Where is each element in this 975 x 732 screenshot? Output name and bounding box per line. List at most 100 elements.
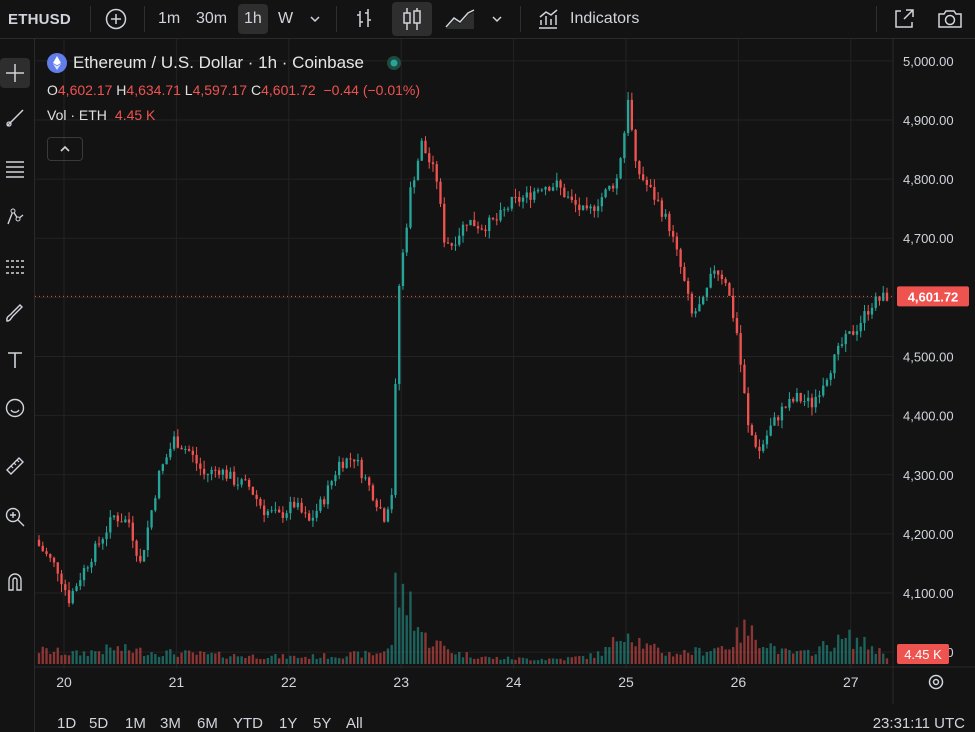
candle-body bbox=[124, 519, 127, 523]
price-tick-label: 5,000.00 bbox=[903, 54, 954, 69]
volume-bar bbox=[292, 655, 296, 664]
series-legend[interactable]: Ethereum / U.S. Dollar · 1h · Coinbase bbox=[47, 53, 402, 73]
toolbar-divider bbox=[90, 6, 91, 32]
volume-bar bbox=[743, 619, 746, 664]
volume-bar bbox=[574, 656, 577, 664]
range-ytd[interactable]: YTD bbox=[233, 715, 263, 732]
candle-body bbox=[593, 206, 596, 211]
interval-1m[interactable]: 1m bbox=[158, 10, 181, 27]
range-3m[interactable]: 3M bbox=[160, 715, 181, 732]
candle-body bbox=[469, 219, 472, 226]
emoji-icon[interactable] bbox=[0, 393, 30, 423]
candle-body bbox=[214, 469, 217, 471]
volume-bar bbox=[60, 655, 63, 664]
volume-bar bbox=[195, 654, 198, 664]
brush-icon[interactable] bbox=[0, 298, 30, 328]
pattern-tool-icon[interactable] bbox=[0, 202, 30, 232]
volume-bar bbox=[56, 647, 59, 664]
compare-add-icon[interactable] bbox=[104, 0, 128, 38]
candle-body bbox=[630, 99, 634, 130]
volume-bar bbox=[533, 660, 536, 664]
candle-body bbox=[127, 519, 131, 523]
utc-clock[interactable]: 23:31:11 UTC bbox=[872, 715, 965, 732]
candle-body bbox=[788, 398, 791, 408]
volume-bar bbox=[521, 657, 525, 664]
crosshair-icon[interactable] bbox=[0, 58, 30, 88]
prediction-tool-icon[interactable] bbox=[0, 252, 30, 282]
zoom-in-icon[interactable] bbox=[0, 502, 30, 532]
symbol-search-button[interactable]: ETHUSD bbox=[8, 10, 71, 28]
range-5d[interactable]: 5D bbox=[89, 715, 109, 732]
volume-bar bbox=[262, 659, 266, 664]
volume-bar bbox=[97, 651, 101, 664]
candle-body bbox=[773, 417, 776, 426]
candle-body bbox=[371, 485, 375, 501]
candles-chart-type-icon[interactable] bbox=[392, 0, 432, 38]
price-axis[interactable]: 5,000.004,900.004,800.004,700.004,600.00… bbox=[903, 54, 954, 660]
text-tool-icon[interactable] bbox=[0, 345, 30, 375]
time-axis[interactable]: 20 21 22 23 24 25 26 27 bbox=[56, 674, 944, 690]
volume-bar bbox=[206, 654, 210, 664]
chart-type-dropdown-icon[interactable] bbox=[490, 0, 504, 38]
volume-bar bbox=[431, 646, 435, 664]
volume-bar bbox=[112, 650, 116, 664]
volume-bar bbox=[709, 651, 712, 664]
indicators-button[interactable]: Indicators bbox=[536, 0, 639, 38]
candle-body bbox=[544, 187, 547, 190]
camera-snapshot-icon[interactable] bbox=[936, 0, 964, 38]
candle-body bbox=[686, 280, 690, 294]
intervals-dropdown-icon[interactable] bbox=[308, 0, 322, 38]
bar-chart-type-icon[interactable] bbox=[352, 0, 376, 38]
ruler-icon[interactable] bbox=[0, 451, 30, 481]
candle-body bbox=[454, 244, 457, 246]
chart-settings-icon[interactable] bbox=[928, 674, 944, 690]
volume-bar bbox=[623, 641, 626, 664]
candle-body bbox=[259, 498, 262, 506]
candle-body bbox=[169, 448, 172, 458]
volume-bar bbox=[563, 660, 566, 664]
range-1m[interactable]: 1M bbox=[125, 715, 146, 732]
trend-line-icon[interactable] bbox=[0, 103, 30, 133]
open-new-window-icon[interactable] bbox=[892, 0, 916, 38]
candle-body bbox=[431, 162, 435, 165]
magnet-icon[interactable] bbox=[0, 566, 30, 596]
volume-bar bbox=[795, 651, 799, 664]
candle-body bbox=[67, 590, 71, 604]
volume-bar bbox=[675, 653, 679, 664]
volume-bar bbox=[150, 652, 153, 664]
candle-body bbox=[690, 293, 694, 314]
candle-body bbox=[480, 228, 483, 230]
volume-bar bbox=[124, 644, 127, 664]
volume-bar bbox=[116, 646, 119, 664]
volume-bar bbox=[236, 656, 240, 664]
volume-bar bbox=[75, 650, 78, 664]
volume-bar bbox=[506, 656, 510, 664]
range-6m[interactable]: 6M bbox=[197, 715, 218, 732]
fib-retracement-icon[interactable] bbox=[0, 154, 30, 184]
range-1d[interactable]: 1D bbox=[57, 715, 77, 732]
volume-bar bbox=[705, 651, 709, 664]
candle-body bbox=[581, 205, 585, 211]
volume-bar bbox=[307, 658, 311, 664]
interval-30m[interactable]: 30m bbox=[196, 10, 228, 27]
interval-1h[interactable]: 1h bbox=[238, 0, 268, 38]
range-5y[interactable]: 5Y bbox=[313, 715, 332, 732]
volume-legend[interactable]: Vol · ETH 4.45 K bbox=[47, 107, 155, 123]
indicators-icon bbox=[539, 9, 558, 29]
range-1y[interactable]: 1Y bbox=[279, 715, 298, 732]
candle-body bbox=[277, 509, 281, 513]
volume-bar bbox=[686, 652, 690, 664]
candle-body bbox=[799, 392, 802, 402]
candle-body bbox=[555, 180, 558, 188]
candle-body bbox=[420, 140, 423, 161]
interval-w[interactable]: W bbox=[278, 10, 294, 27]
volume-bar bbox=[319, 657, 322, 664]
range-all[interactable]: All bbox=[346, 715, 363, 732]
area-chart-type-icon[interactable] bbox=[444, 0, 476, 38]
price-chart[interactable]: 5,000.004,900.004,800.004,700.004,600.00… bbox=[35, 39, 975, 704]
volume-bar bbox=[645, 643, 649, 664]
volume-bar bbox=[300, 657, 303, 664]
open-value: 4,602.17 bbox=[57, 82, 113, 98]
candle-body bbox=[300, 502, 303, 513]
collapse-legend-button[interactable] bbox=[47, 137, 83, 161]
